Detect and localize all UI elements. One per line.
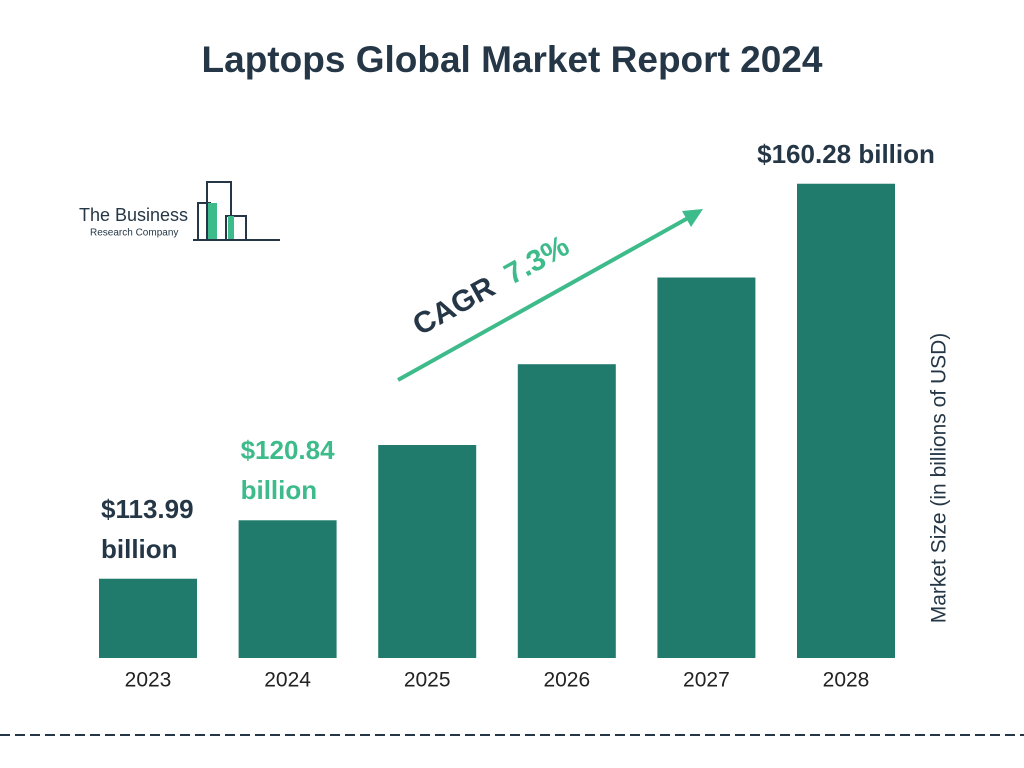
chart-title: Laptops Global Market Report 2024 (202, 39, 823, 80)
x-tick-label: 2028 (823, 669, 870, 692)
x-tick-label: 2025 (404, 669, 451, 692)
cagr-text: CAGR 7.3% (407, 229, 574, 342)
x-tick-label: 2023 (125, 669, 172, 692)
x-tick-label: 2027 (683, 669, 730, 692)
bar (797, 183, 895, 659)
logo-text: The Business (79, 205, 188, 225)
value-label: $160.28 billion (757, 138, 935, 169)
bar (657, 277, 756, 658)
cagr-arrow (397, 209, 703, 382)
x-tick-label: 2026 (543, 669, 590, 692)
value-label: $120.84 billion (240, 435, 335, 506)
value-label: $113.99 billion (101, 493, 194, 564)
cagr-value: 7.3% (499, 229, 575, 291)
logo: The Business Research Company (79, 181, 280, 241)
bar (238, 520, 337, 658)
x-tick-label: 2024 (264, 669, 311, 692)
bar (378, 445, 477, 658)
logo-subtext: Research Company (90, 228, 178, 239)
bar (99, 578, 197, 658)
y-axis-label: Market Size (in billions of USD) (928, 333, 951, 624)
bar (517, 364, 616, 658)
